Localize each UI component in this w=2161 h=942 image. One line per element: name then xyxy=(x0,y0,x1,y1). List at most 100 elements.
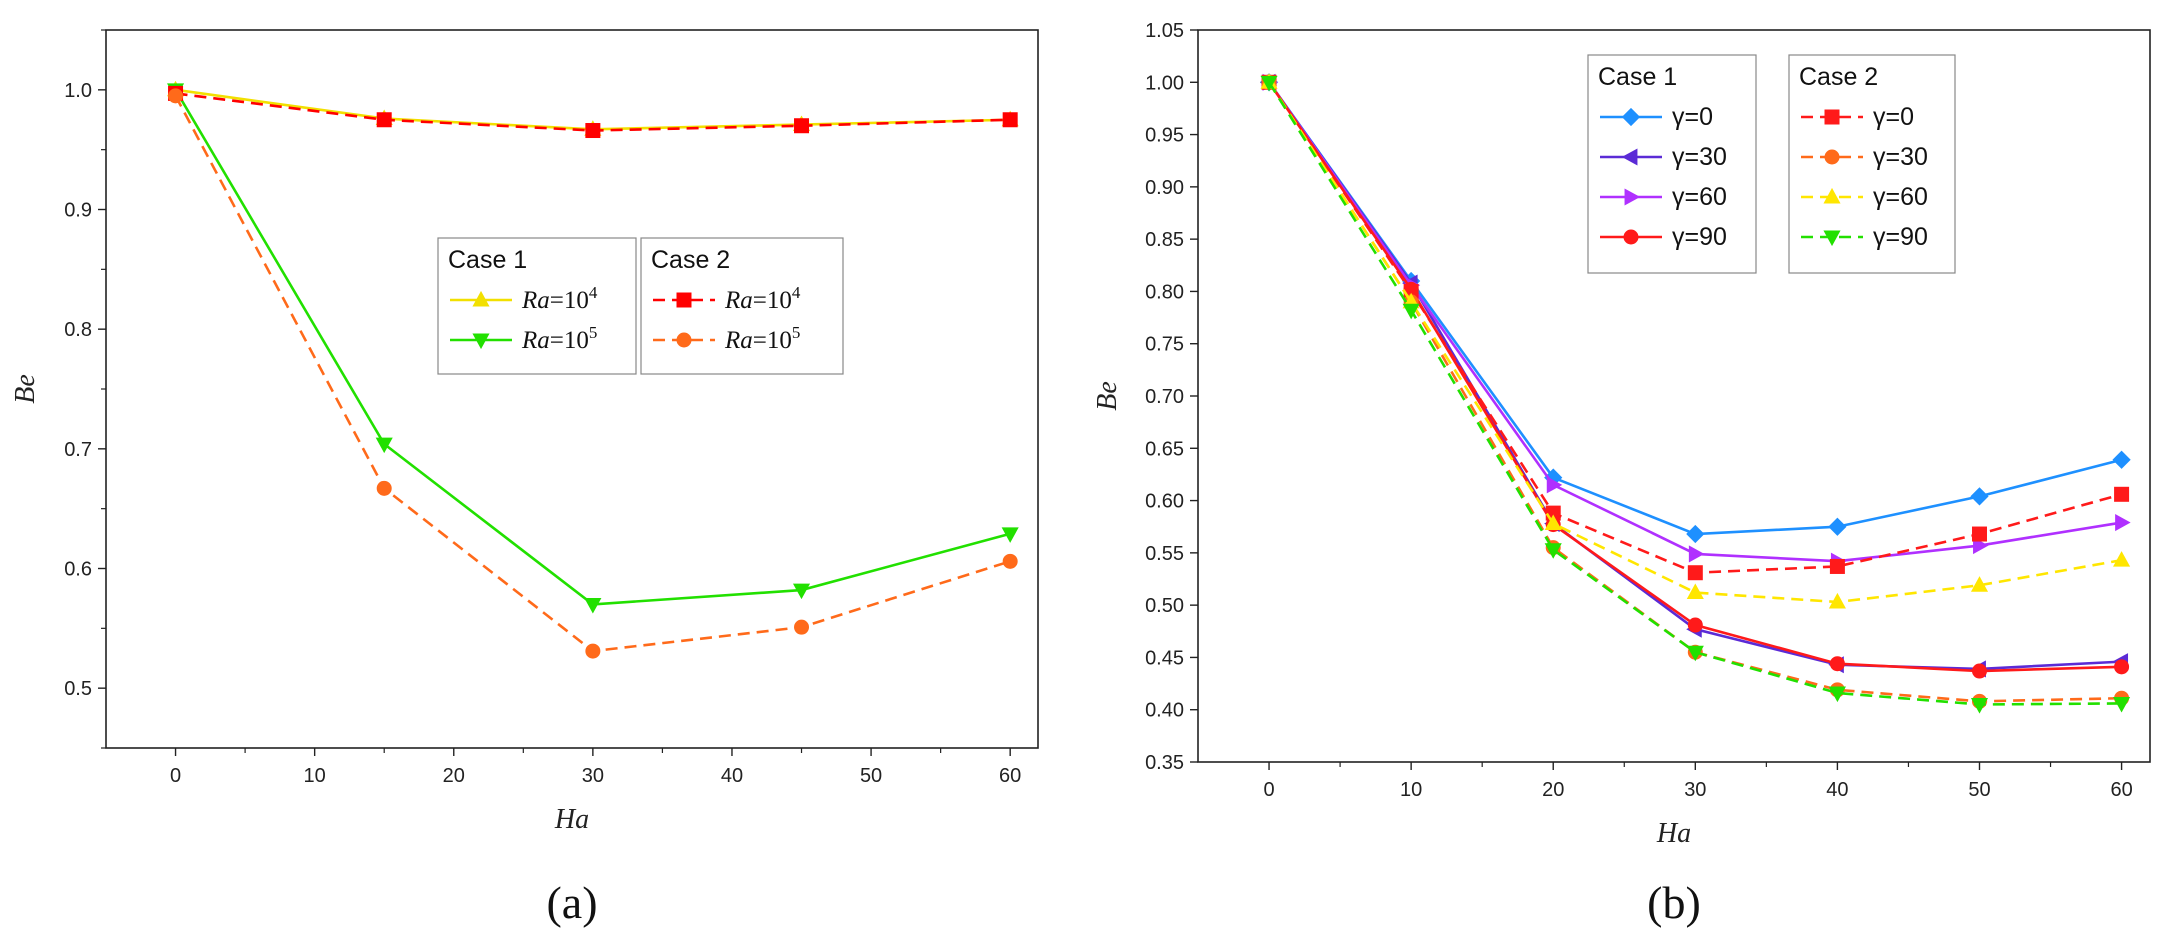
legend-swatch-marker xyxy=(1824,109,1840,125)
legend-label: γ=60 xyxy=(1672,183,1727,211)
plot-frame xyxy=(105,29,1039,749)
y-tick-label: 0.6 xyxy=(64,559,92,581)
data-point xyxy=(2114,486,2130,502)
data-point xyxy=(1970,698,1989,714)
data-point xyxy=(1402,303,1420,320)
data-point xyxy=(1260,75,1278,92)
data-point xyxy=(1828,686,1846,703)
legend-label: Ra=104 xyxy=(724,283,801,314)
data-point xyxy=(1686,645,1704,662)
y-tick-label: 1.00 xyxy=(1145,72,1184,94)
data-point xyxy=(376,112,392,128)
legend-title: Case 2 xyxy=(651,246,730,274)
y-tick-label: 0.70 xyxy=(1145,386,1184,408)
x-tick-label: 20 xyxy=(443,765,465,787)
legend-label: γ=90 xyxy=(1672,223,1727,251)
data-point xyxy=(1544,514,1562,531)
y-tick-label: 0.35 xyxy=(1145,752,1184,774)
data-point xyxy=(792,583,811,600)
x-tick-label: 10 xyxy=(304,765,326,787)
data-point xyxy=(1001,527,1019,543)
legend-group-2: Case 2 γ=0 γ=30 γ=60 γ=90 xyxy=(1788,54,1956,274)
legend-swatch-marker xyxy=(676,292,692,308)
data-point xyxy=(375,437,393,454)
x-tick-label: 0 xyxy=(1263,779,1274,801)
x-tick-label: 30 xyxy=(582,765,604,787)
legend-box xyxy=(437,237,637,375)
y-tick-label: 0.85 xyxy=(1145,229,1184,251)
y-tick-label: 0.95 xyxy=(1145,125,1184,147)
x-axis-label: Ha xyxy=(554,804,589,835)
data-point xyxy=(1687,565,1703,581)
y-tick-label: 0.65 xyxy=(1145,438,1184,460)
x-tick-label: 40 xyxy=(721,765,743,787)
data-point xyxy=(794,118,810,134)
legend-swatch-marker xyxy=(1624,188,1641,206)
legend-label: Ra=105 xyxy=(521,323,597,354)
y-tick-label: 0.60 xyxy=(1145,491,1184,513)
chart-b: 0 10 20 30 40 50 60 0.35 0.40 0.45 0.50 0.55 0.60 0.6… xyxy=(1092,20,2151,928)
y-tick-label: 0.75 xyxy=(1145,334,1184,356)
x-tick-label: 20 xyxy=(1542,779,1564,801)
data-point xyxy=(1971,663,1987,679)
y-tick-label: 0.40 xyxy=(1145,700,1184,722)
data-point xyxy=(168,88,184,104)
legend-title: Case 2 xyxy=(1799,63,1878,91)
legend-group-1: Case 1 Ra=104 Ra=105 xyxy=(437,237,637,375)
x-axis-label: Ha xyxy=(1656,818,1691,849)
data-point xyxy=(1828,592,1846,609)
y-tick-label: 0.55 xyxy=(1145,543,1184,565)
legend-swatch-marker xyxy=(472,333,490,350)
data-point xyxy=(794,619,810,635)
legend-swatch-marker xyxy=(676,332,692,348)
legend-label: γ=60 xyxy=(1873,183,1928,211)
data-point xyxy=(1686,524,1705,544)
data-point xyxy=(1971,526,1987,542)
chart-a: 0 10 20 30 40 50 60 0.5 0.6 0.7 0.8 0.9 1.0 Ha Be (a) Ca… xyxy=(10,29,1039,928)
data-point xyxy=(1687,617,1703,633)
legend-swatch-marker xyxy=(472,290,490,307)
legend-swatch-marker xyxy=(1824,149,1840,165)
data-point xyxy=(2115,513,2131,532)
y-tick-label: 0.50 xyxy=(1145,595,1184,617)
x-tick-label: 60 xyxy=(999,765,1021,787)
legend-label: γ=0 xyxy=(1672,103,1713,131)
series-3 xyxy=(168,88,1018,659)
legend-label: γ=0 xyxy=(1873,103,1914,131)
y-tick-label: 0.7 xyxy=(64,439,92,461)
legend-swatch-marker xyxy=(1623,229,1639,245)
data-point xyxy=(2112,450,2131,469)
y-tick-label: 1.0 xyxy=(64,80,92,102)
legend-label: Ra=104 xyxy=(521,283,598,314)
legend-swatch-marker xyxy=(1823,230,1841,247)
legend-box xyxy=(640,237,844,375)
series-7 xyxy=(1260,75,2131,714)
series-2 xyxy=(168,85,1018,139)
data-point xyxy=(584,597,602,614)
data-point xyxy=(2113,696,2131,713)
data-point xyxy=(1686,583,1704,600)
data-point xyxy=(1002,112,1018,128)
y-tick-label: 0.9 xyxy=(64,200,92,222)
data-point xyxy=(1546,476,1563,494)
data-point xyxy=(2113,551,2131,567)
legend-group-2: Case 2 Ra=104 Ra=105 xyxy=(640,237,844,375)
data-point xyxy=(585,123,601,139)
y-tick-label: 0.45 xyxy=(1145,647,1184,669)
legend-swatch-marker xyxy=(1621,148,1638,166)
legend-label: γ=90 xyxy=(1873,223,1928,251)
legend-title: Case 1 xyxy=(1598,63,1677,91)
data-point xyxy=(1688,545,1705,563)
chart-caption: (b) xyxy=(1647,877,1701,928)
data-point xyxy=(585,643,601,659)
x-tick-label: 60 xyxy=(2110,779,2132,801)
y-axis-label: Be xyxy=(10,374,41,404)
x-tick-label: 50 xyxy=(1968,779,1990,801)
chart-caption: (a) xyxy=(546,877,597,928)
y-tick-label: 0.90 xyxy=(1145,177,1184,199)
data-point xyxy=(1829,656,1845,672)
y-tick-label: 1.05 xyxy=(1145,20,1184,42)
y-tick-label: 0.8 xyxy=(64,319,92,341)
y-tick-label: 0.5 xyxy=(64,678,92,700)
